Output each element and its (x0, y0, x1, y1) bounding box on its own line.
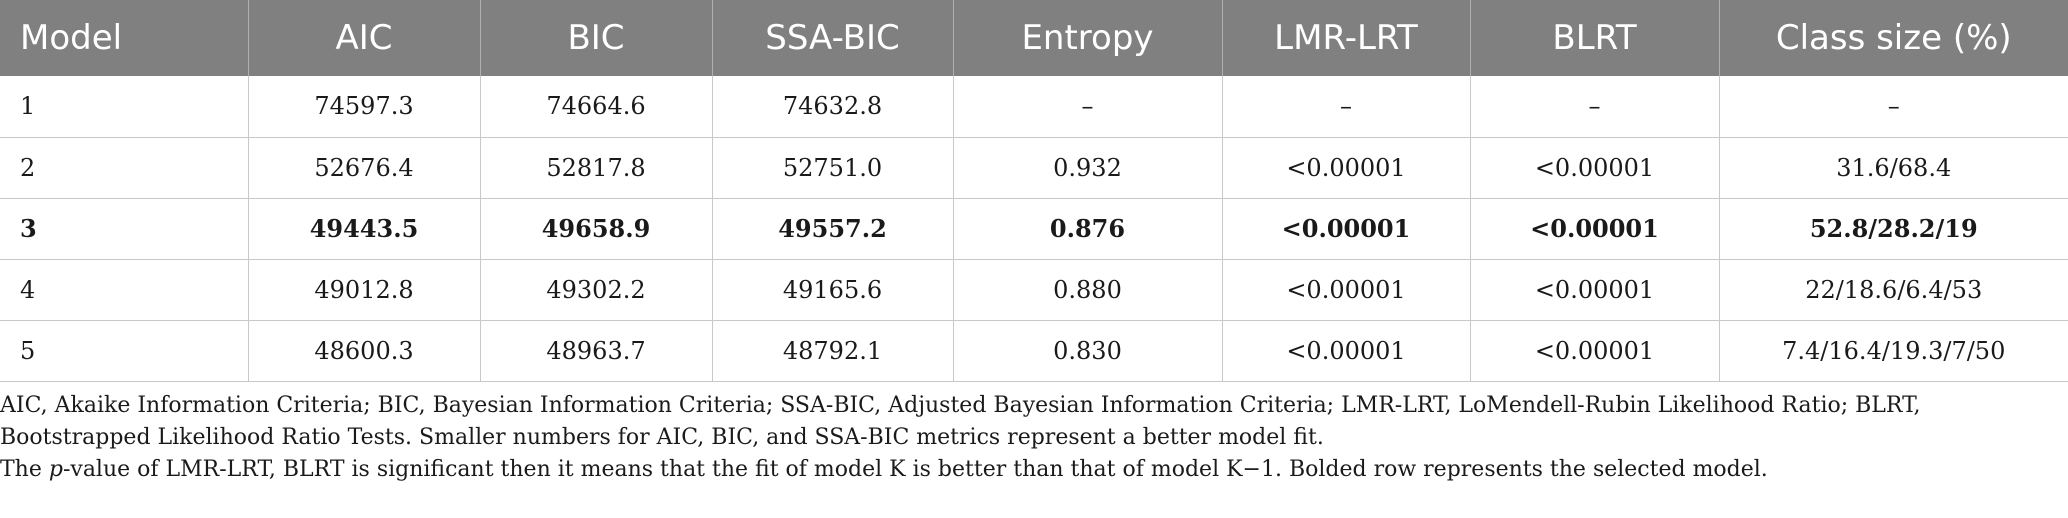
cell-class-size: 22/18.6/6.4/53 (1718, 259, 2068, 321)
cell-model: 4 (0, 259, 248, 321)
cell-bic: 49658.9 (479, 198, 712, 260)
footnote-significance: The p-value of LMR-LRT, BLRT is signific… (0, 454, 2068, 486)
cell-lmr-lrt: <0.00001 (1221, 320, 1470, 382)
cell-ssa-bic: 48792.1 (711, 320, 953, 382)
cell-blrt: <0.00001 (1469, 320, 1719, 382)
header-lmr-lrt: LMR-LRT (1221, 0, 1470, 76)
cell-bic: 74664.6 (479, 76, 712, 138)
cell-model: 5 (0, 320, 248, 382)
cell-bic: 52817.8 (479, 137, 712, 199)
cell-model: 2 (0, 137, 248, 199)
cell-class-size: 31.6/68.4 (1718, 137, 2068, 199)
cell-ssa-bic: 49165.6 (711, 259, 953, 321)
footnote-abbreviations: AIC, Akaike Information Criteria; BIC, B… (0, 392, 1921, 450)
header-model: Model (20, 18, 123, 58)
cell-lmr-lrt: <0.00001 (1221, 259, 1470, 321)
cell-blrt: <0.00001 (1469, 198, 1719, 260)
header-aic: AIC (247, 0, 480, 76)
table-row-selected: 3 49443.5 49658.9 49557.2 0.876 <0.00001… (0, 198, 2068, 260)
cell-aic: 49443.5 (247, 198, 480, 260)
header-ssa-bic: SSA-BIC (711, 0, 953, 76)
cell-class-size: 7.4/16.4/19.3/7/50 (1718, 320, 2068, 382)
cell-lmr-lrt: <0.00001 (1221, 137, 1470, 199)
table-row: 4 49012.8 49302.2 49165.6 0.880 <0.00001… (0, 259, 2068, 321)
cell-entropy: 0.876 (952, 198, 1222, 260)
header-row: Model AIC BIC SSA-BIC Entropy LMR-LRT BL… (0, 0, 2068, 76)
cell-lmr-lrt: <0.00001 (1221, 198, 1470, 260)
cell-blrt: <0.00001 (1469, 259, 1719, 321)
cell-aic: 74597.3 (247, 76, 480, 138)
table-row: 2 52676.4 52817.8 52751.0 0.932 <0.00001… (0, 137, 2068, 199)
cell-model: 1 (0, 76, 248, 138)
cell-ssa-bic: 49557.2 (711, 198, 953, 260)
footnote-rest: -value of LMR-LRT, BLRT is significant t… (62, 456, 1768, 482)
cell-bic: 48963.7 (479, 320, 712, 382)
cell-ssa-bic: 74632.8 (711, 76, 953, 138)
cell-bic: 49302.2 (479, 259, 712, 321)
footnote-prefix: The (0, 456, 49, 482)
cell-entropy: 0.932 (952, 137, 1222, 199)
cell-blrt: <0.00001 (1469, 137, 1719, 199)
cell-class-size: 52.8/28.2/19 (1718, 198, 2068, 260)
header-entropy: Entropy (952, 0, 1222, 76)
table-row: 1 74597.3 74664.6 74632.8 – – – – (0, 76, 2068, 138)
cell-aic: 52676.4 (247, 137, 480, 199)
table-row: 5 48600.3 48963.7 48792.1 0.830 <0.00001… (0, 320, 2068, 382)
header-blrt: BLRT (1469, 0, 1719, 76)
header-bic: BIC (479, 0, 712, 76)
cell-aic: 49012.8 (247, 259, 480, 321)
cell-aic: 48600.3 (247, 320, 480, 382)
table-footnotes: AIC, Akaike Information Criteria; BIC, B… (0, 382, 2068, 486)
cell-entropy: – (952, 76, 1222, 138)
cell-ssa-bic: 52751.0 (711, 137, 953, 199)
cell-entropy: 0.880 (952, 259, 1222, 321)
model-fit-table: Model AIC BIC SSA-BIC Entropy LMR-LRT BL… (0, 0, 2068, 382)
cell-entropy: 0.830 (952, 320, 1222, 382)
header-class-size: Class size (%) (1718, 0, 2068, 76)
cell-lmr-lrt: – (1221, 76, 1470, 138)
footnote-p-italic: p (48, 456, 63, 482)
cell-class-size: – (1718, 76, 2068, 138)
cell-blrt: – (1469, 76, 1719, 138)
cell-model: 3 (0, 198, 248, 260)
